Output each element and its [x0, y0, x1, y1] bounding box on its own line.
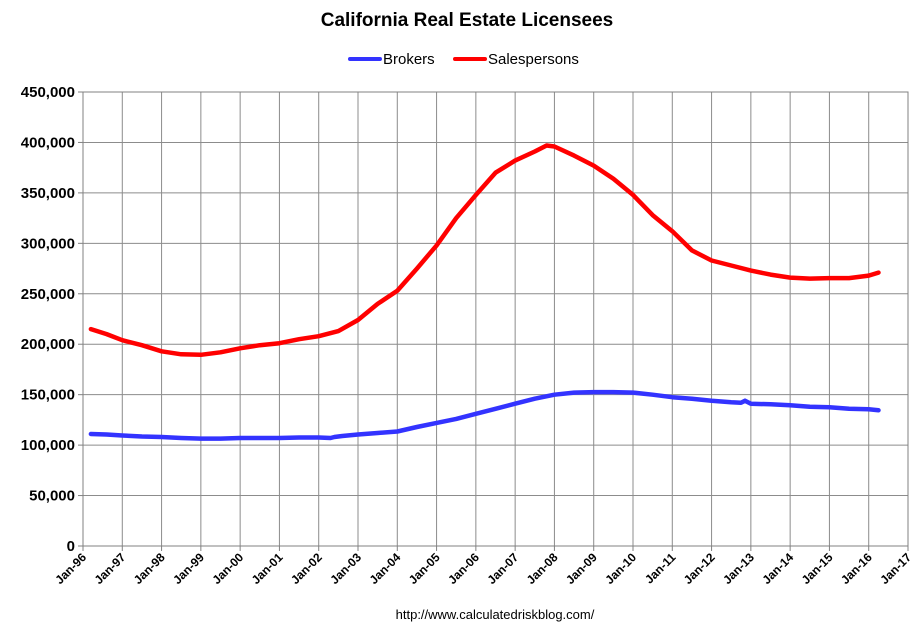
y-tick-label: 400,000	[21, 134, 75, 151]
y-tick-label: 200,000	[21, 336, 75, 353]
y-axis: 0 50,000 100,000 150,000 200,000 250,000 300,0…	[21, 84, 83, 555]
series-line-salespersons	[88, 143, 881, 358]
series-line-brokers	[88, 389, 881, 441]
plot-area	[82, 91, 909, 547]
y-tick-label: 350,000	[21, 185, 75, 202]
y-tick-label: 250,000	[21, 286, 75, 303]
legend: Brokers Salespersons	[348, 51, 579, 68]
y-tick-label: 0	[67, 538, 75, 555]
legend-label-salespersons: Salespersons	[488, 51, 579, 68]
legend-label-brokers: Brokers	[383, 51, 435, 68]
series	[88, 143, 881, 441]
source-url: http://www.calculatedriskblog.com/	[396, 607, 595, 622]
y-tick-label: 50,000	[29, 488, 75, 505]
y-tick-label: 450,000	[21, 84, 75, 101]
y-tick-label: 300,000	[21, 235, 75, 252]
y-tick-label: 150,000	[21, 387, 75, 404]
chart-title: California Real Estate Licensees	[321, 10, 614, 31]
y-tick-label: 100,000	[21, 437, 75, 454]
